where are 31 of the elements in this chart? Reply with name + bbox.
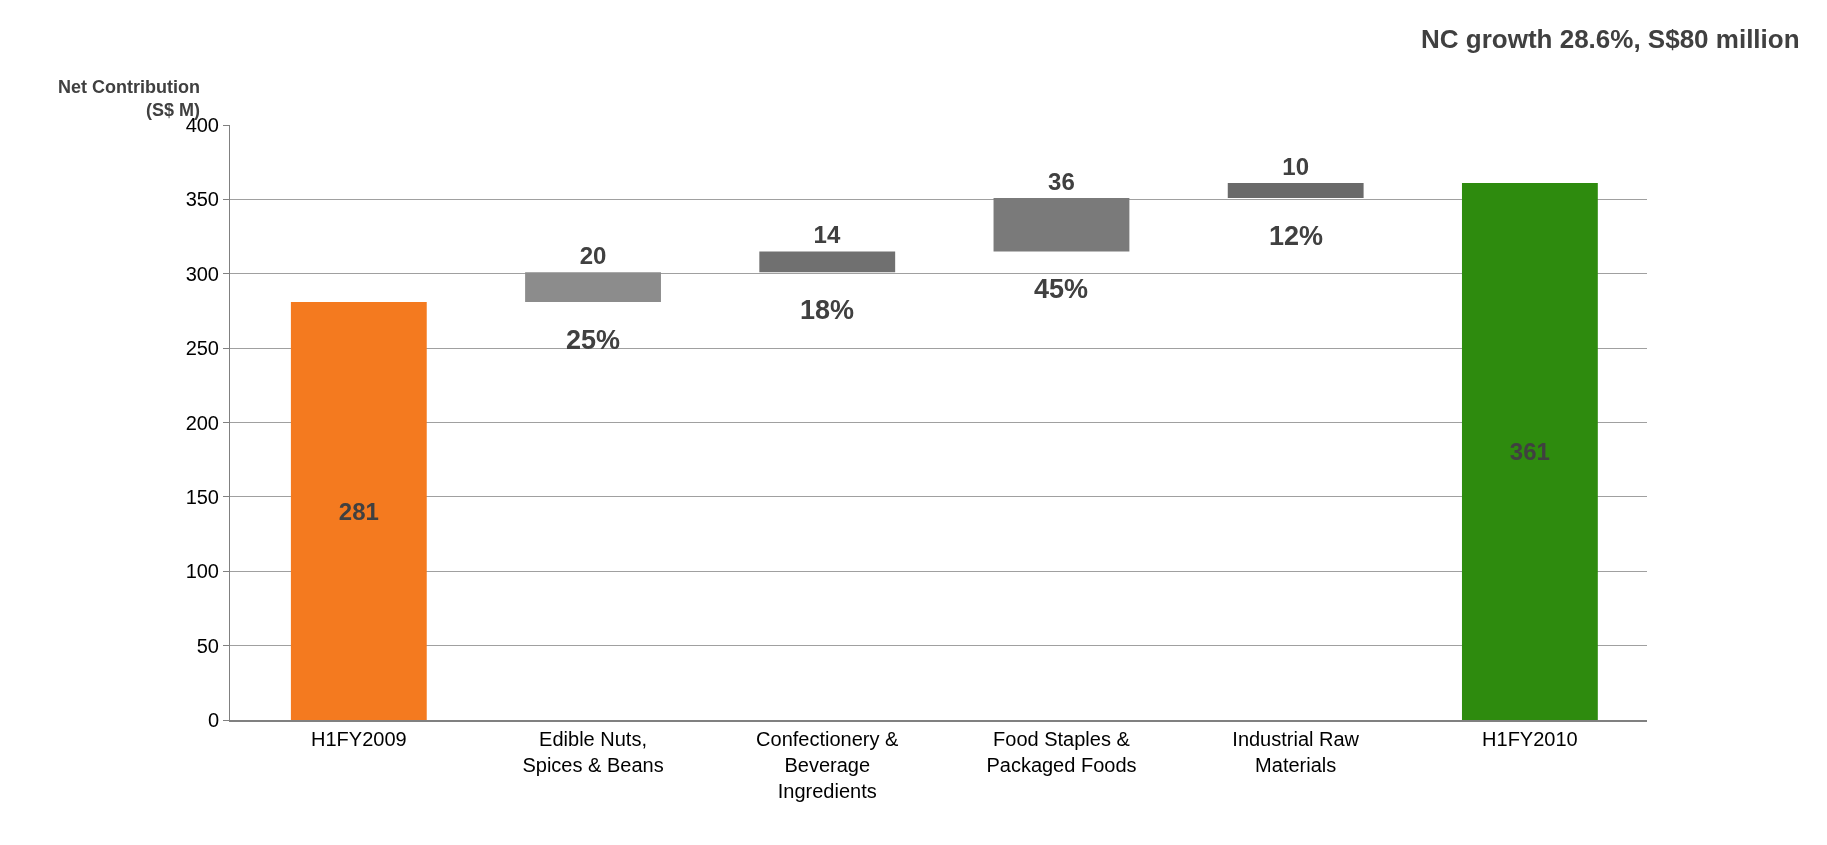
annotation: 45%: [1034, 274, 1089, 304]
bar: [1461, 183, 1598, 720]
annotation: 18%: [800, 295, 855, 325]
data-label: 14: [813, 221, 841, 249]
bar: [525, 272, 661, 303]
y-tick-label: 300: [185, 262, 219, 285]
y-tick-label: 350: [185, 188, 219, 211]
annotation: 12%: [1269, 221, 1324, 251]
x-tick-label: Edible Nuts, Spices & Beans: [522, 727, 664, 776]
y-tick-label: 250: [185, 337, 219, 360]
chart-title: NC growth 28.6%, S$80 million: [1421, 23, 1800, 54]
x-tick-label: H1FY2009: [311, 727, 407, 750]
data-label: 281: [338, 497, 379, 525]
bar: [759, 251, 896, 273]
x-tick-label: Confectionery & Beverage Ingredients: [756, 727, 900, 802]
x-tick-label: Food Staples & Packaged Foods: [986, 727, 1137, 776]
data-label: 36: [1048, 167, 1075, 195]
y-tick-label: 0: [207, 709, 219, 731]
data-label: 361: [1509, 438, 1550, 466]
y-tick-label: 100: [185, 560, 219, 583]
bar: [993, 197, 1130, 252]
y-tick-label: 200: [185, 411, 219, 434]
y-tick-label: 50: [196, 634, 219, 657]
data-label: 20: [579, 242, 607, 270]
bar: [1227, 183, 1364, 198]
y-tick-label: 150: [185, 485, 219, 508]
x-tick-label: H1FY2010: [1482, 727, 1578, 750]
data-label: 10: [1282, 153, 1310, 181]
bar: [290, 302, 427, 720]
annotation: 25%: [566, 325, 621, 355]
x-tick-label: Industrial Raw Materials: [1232, 727, 1360, 776]
